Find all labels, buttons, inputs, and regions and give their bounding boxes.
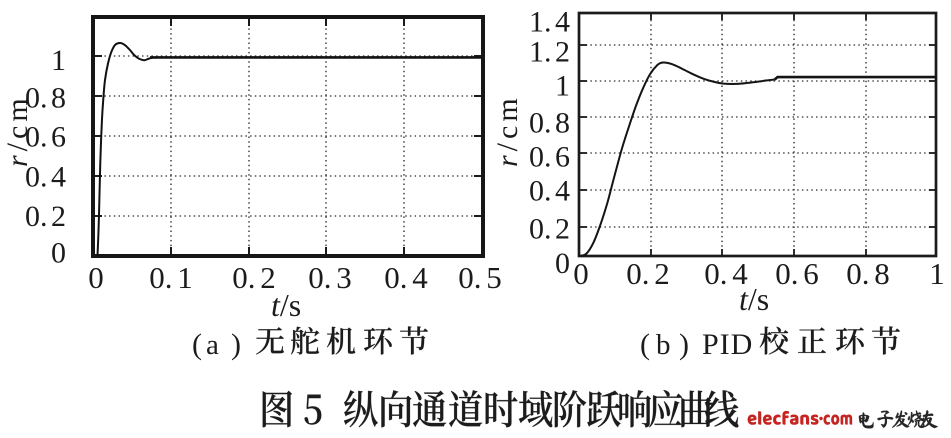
svg-text:1: 1: [929, 256, 945, 291]
svg-text:): ): [231, 328, 241, 361]
svg-text:t/s: t/s: [739, 281, 769, 317]
svg-text:): ): [679, 328, 689, 361]
svg-text:0. 4: 0. 4: [384, 260, 428, 295]
svg-text:0. 3: 0. 3: [308, 260, 352, 295]
svg-text:0. 2: 0. 2: [232, 260, 276, 295]
svg-text:1: 1: [51, 44, 66, 77]
svg-text:0: 0: [88, 260, 104, 295]
svg-text:0. 2: 0. 2: [529, 213, 570, 246]
svg-text:0. 8: 0. 8: [846, 256, 890, 291]
svg-text:0. 5: 0. 5: [458, 260, 502, 295]
svg-text:0. 8: 0. 8: [25, 82, 66, 115]
svg-text:r/cm: r/cm: [491, 94, 524, 167]
svg-text:b: b: [656, 329, 671, 361]
svg-text:1. 4: 1. 4: [529, 6, 570, 39]
svg-text:(: (: [640, 328, 650, 361]
svg-text:0. 6: 0. 6: [529, 141, 570, 174]
svg-text:0. 4: 0. 4: [25, 161, 66, 194]
svg-text:0. 6: 0. 6: [775, 256, 819, 291]
svg-text:PID: PID: [702, 328, 753, 361]
svg-text:0. 6: 0. 6: [25, 121, 66, 154]
svg-text:r/cm: r/cm: [1, 94, 34, 167]
svg-text:t/s: t/s: [271, 287, 301, 323]
svg-text:0. 2: 0. 2: [25, 200, 66, 233]
svg-text:1. 2: 1. 2: [529, 36, 570, 69]
svg-text:a: a: [206, 329, 219, 361]
svg-text:(: (: [192, 328, 202, 361]
svg-text:0. 8: 0. 8: [529, 107, 570, 140]
svg-text:0: 0: [573, 256, 589, 291]
svg-text:0. 4: 0. 4: [704, 256, 748, 291]
svg-text:1: 1: [555, 70, 570, 103]
svg-text:0: 0: [51, 237, 66, 270]
svg-text:0. 4: 0. 4: [529, 175, 570, 208]
svg-text:0. 2: 0. 2: [626, 256, 670, 291]
svg-text:0. 1: 0. 1: [149, 260, 193, 295]
svg-text:0: 0: [555, 247, 570, 280]
